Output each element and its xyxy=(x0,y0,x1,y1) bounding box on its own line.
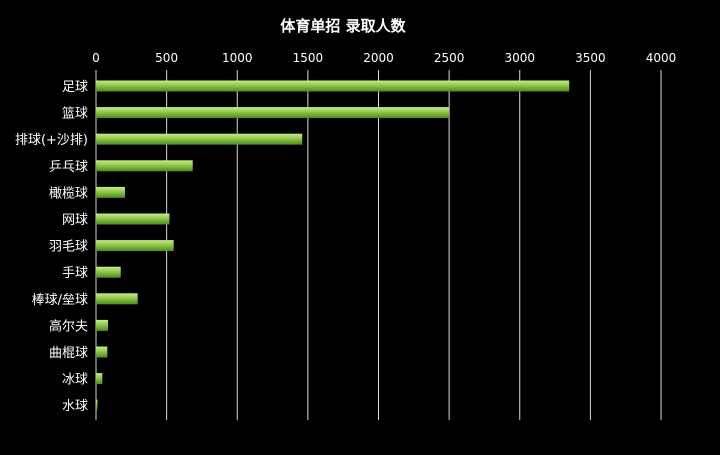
category-label: 手球 xyxy=(62,266,88,281)
chart-title: 体育单招 录取人数 xyxy=(280,17,406,35)
x-tick-label: 2000 xyxy=(363,51,394,65)
category-label: 乒乓球 xyxy=(49,160,88,175)
x-tick-label: 0 xyxy=(92,51,100,65)
bar xyxy=(96,266,121,278)
bar xyxy=(96,186,125,198)
bar xyxy=(96,107,450,119)
category-label: 网球 xyxy=(62,213,88,228)
category-label: 水球 xyxy=(62,399,88,414)
category-label: 橄榄球 xyxy=(49,185,88,201)
bar xyxy=(96,160,193,172)
category-label: 羽毛球 xyxy=(49,240,88,255)
x-tick-label: 2500 xyxy=(434,51,465,65)
bar xyxy=(96,213,170,225)
x-tick-label: 1000 xyxy=(222,51,253,65)
bar xyxy=(96,346,108,358)
bar xyxy=(96,240,174,252)
bar xyxy=(96,399,98,411)
grid-layer xyxy=(95,70,662,420)
category-label: 排球(+沙排) xyxy=(15,133,88,148)
category-label: 足球 xyxy=(62,80,88,95)
bar xyxy=(96,319,109,331)
category-label: 高尔夫 xyxy=(49,318,88,334)
x-axis-ticks: 0 500 1000 1500 2000 2500 3000 3500 4000 xyxy=(92,51,676,65)
bars xyxy=(96,80,570,411)
bar xyxy=(96,80,570,92)
category-label: 棒球/垒球 xyxy=(32,293,88,308)
category-label: 冰球 xyxy=(62,373,88,388)
x-tick-label: 3000 xyxy=(504,51,535,65)
x-tick-label: 3500 xyxy=(575,51,606,65)
x-tick-label: 1500 xyxy=(293,51,324,65)
bar xyxy=(96,373,103,385)
bar xyxy=(96,133,303,145)
bar xyxy=(96,293,138,305)
x-tick-label: 500 xyxy=(155,51,178,65)
category-label: 曲棍球 xyxy=(49,346,88,361)
category-label: 篮球 xyxy=(62,107,88,122)
x-tick-label: 4000 xyxy=(646,51,677,65)
